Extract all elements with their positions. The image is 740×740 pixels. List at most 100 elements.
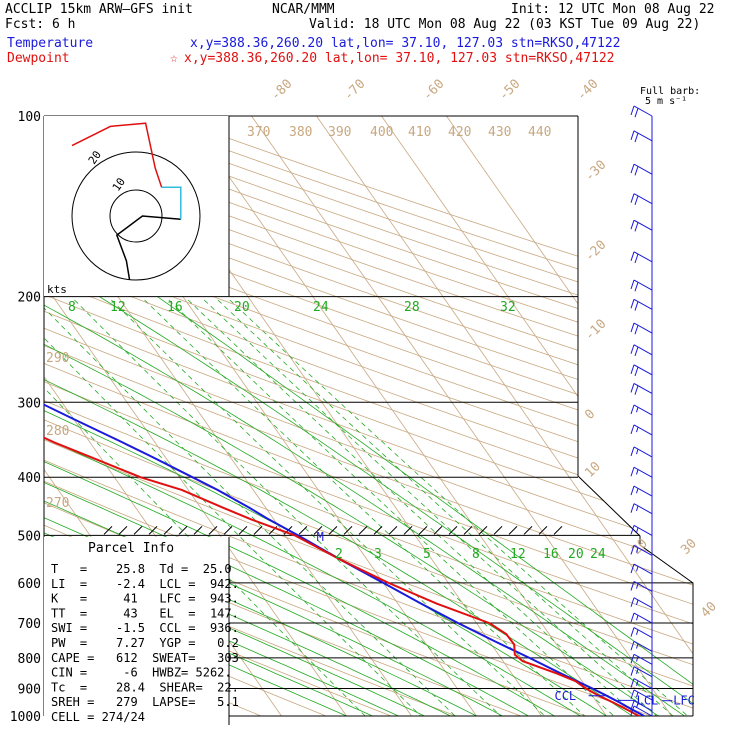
mixing-ratio-line [217,299,674,716]
hodograph-ring-label-10: 10 [110,175,128,193]
init-time: Init: 12 UTC Mon 08 Aug 22 [511,2,715,17]
theta-label: 370 [247,125,270,140]
parcel-info-rows: T = 25.8 Td = 25.0LI = -2.4 LCL = 942.K … [51,562,239,724]
dry-adiabat [44,116,693,716]
wind-barb [630,563,653,575]
wind-barb [630,597,653,609]
mixing-ratio-line [44,299,366,716]
dry-adiabat [44,116,693,716]
pressure-tick-label: 600 [18,577,41,592]
model-title: ACCLIP 15km ARW–GFS init [5,2,193,17]
level-hatch [493,526,503,535]
marker-lcl: LCL [637,693,659,707]
theta-label: 280 [46,424,69,439]
mixing-ratio-line [203,299,657,716]
level-hatch [373,526,383,535]
wind-barb [630,322,653,335]
mixing-ratio-line [168,299,615,716]
mixing-ratio-label: 32 [500,300,516,315]
dry-adiabat [44,116,693,716]
parcel-info-title: Parcel Info [88,541,174,556]
dry-adiabat [44,116,693,716]
parcel-info-row: CAPE = 612 SWEAT= 303 [51,651,239,665]
dry-adiabat [44,116,693,716]
mixing-ratio-line [144,299,585,716]
wind-barb [630,524,653,536]
dry-adiabat [44,116,693,716]
mixing-ratio-label: 20 [568,547,584,562]
isotherm-label: 30 [678,536,700,558]
level-hatch [253,526,263,535]
dry-adiabat [44,116,652,716]
wind-barbs [630,105,653,717]
level-hatch [223,526,233,535]
level-hatch [313,526,323,535]
moist-adiabat [44,296,347,716]
level-markers: ELLCLLFCCCLM [317,530,695,708]
marker-m: M [317,530,324,544]
wind-barb [630,653,653,665]
dewpoint-profile [44,116,640,716]
wind-barb [630,424,653,436]
parcel-info-row: TT = 43 EL = 147. [51,606,239,620]
isotherm-label: -20 [582,238,609,265]
wind-barb [630,383,653,395]
mixing-ratio-line [44,299,421,716]
dry-adiabat [44,116,693,716]
isotherm-label: 20 [629,536,651,558]
isotherm [316,116,693,716]
level-hatch [328,526,338,535]
theta-label: 390 [328,125,351,140]
dry-adiabat [98,116,693,716]
hodograph-ring-label-20: 20 [86,148,104,166]
wind-barb [630,219,653,232]
wind-barb [630,705,653,717]
level-hatch [508,526,518,535]
dry-adiabat [44,116,693,716]
mixing-ratio-label: 24 [590,547,606,562]
mixing-ratio-label: 16 [167,300,183,315]
wind-barb [630,503,653,515]
marker-ccl: CCL [554,689,576,703]
mixing-ratio-line [187,299,638,716]
profiles [44,116,645,716]
dry-adiabat [44,116,693,716]
dewpoint-legend-label: Dewpoint [7,51,70,66]
dry-adiabat [0,116,1,716]
pressure-tick-label: 300 [18,396,41,411]
wind-barb [630,485,653,497]
wind-barb [630,689,653,701]
isotherm [186,116,607,716]
wind-barb [630,640,653,652]
hodograph-trace [71,122,182,281]
parcel-info-row: LI = -2.4 LCL = 942. [51,577,239,591]
parcel-info-row: CIN = -6 HWBZ= 5262. [51,666,232,680]
hodograph-ring-20 [71,151,201,281]
theta-label: 270 [46,496,69,511]
isotherm-label: -70 [341,77,368,104]
wind-barb [630,404,653,416]
hodograph: 10 20 kts [44,116,230,296]
wind-barb [630,364,653,377]
hodograph-segment [71,122,163,188]
parcel-info-row: SREH = 279 LAPSE= 5.1 [51,695,239,709]
dry-adiabat [44,116,693,716]
parcel-info-box: Parcel Info T = 25.8 Td = 25.0LI = -2.4 … [44,537,239,725]
pressure-tick-label: 800 [18,652,41,667]
mixing-ratio-label: 12 [110,300,126,315]
temperature-location: x,y=388.36,260.20 lat,lon= 37.10, 127.03… [190,36,620,51]
pressure-tick-label: 400 [18,471,41,486]
pressure-tick-label: 100 [18,110,41,125]
dry-adiabat [44,116,587,716]
mixing-ratio-label: 8 [68,300,76,315]
wind-barb [630,627,653,638]
level-hatch [103,526,113,535]
marker-lfc: LFC [673,694,695,708]
dry-adiabat [44,116,693,716]
theta-label: 410 [408,125,431,140]
mixing-ratio-label: 16 [543,547,559,562]
isotherm-label: -60 [420,77,447,104]
level-hatch [388,526,398,535]
level-hatch [418,526,428,535]
